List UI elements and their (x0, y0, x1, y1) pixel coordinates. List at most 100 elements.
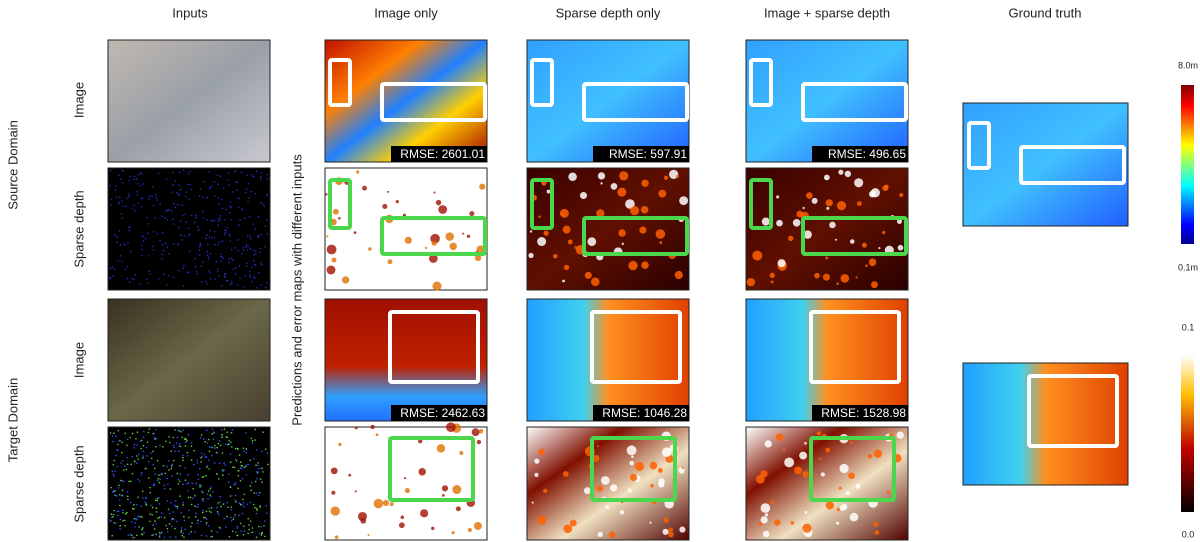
error-blob (442, 485, 448, 491)
depth-point (244, 217, 246, 219)
depth-point (171, 465, 173, 467)
depth-point (243, 506, 245, 508)
depth-point (169, 536, 171, 538)
depth-point (229, 202, 231, 204)
depth-point (179, 465, 181, 467)
depth-point (155, 499, 157, 501)
depth-point (178, 450, 180, 452)
depth-point (132, 433, 134, 435)
error-blob (405, 237, 412, 244)
depth-point (134, 526, 136, 528)
error-blob (442, 494, 445, 497)
depth-point (217, 268, 219, 270)
error-blob (547, 190, 551, 194)
depth-point (234, 467, 236, 469)
depth-point (130, 481, 132, 483)
depth-point (232, 191, 234, 193)
panel (108, 40, 270, 162)
error-blob (609, 531, 616, 538)
depth-point (132, 537, 134, 539)
depth-point (219, 501, 221, 503)
depth-point (207, 493, 209, 495)
error-blob (826, 501, 834, 509)
depth-point (216, 507, 218, 509)
depth-point (126, 206, 128, 208)
depth-point (193, 464, 195, 466)
depth-point (117, 444, 119, 446)
depth-point (183, 235, 185, 237)
figure: Inputs Image only Sparse depth only Imag… (0, 0, 1200, 542)
error-blob (326, 235, 328, 237)
depth-point (156, 507, 158, 509)
depth-point (223, 503, 225, 505)
depth-point (222, 240, 224, 242)
depth-point (195, 215, 197, 217)
error-blob (387, 191, 389, 193)
error-blob (587, 237, 596, 246)
depth-point (109, 268, 111, 270)
depth-point (177, 483, 179, 485)
depth-point (247, 518, 249, 520)
depth-point (236, 526, 238, 528)
error-blob (639, 226, 646, 233)
error-blob (658, 190, 666, 198)
depth-point (197, 504, 199, 506)
depth-point (247, 464, 249, 466)
depth-point (172, 184, 174, 186)
error-blob (469, 211, 474, 216)
depth-point (151, 195, 153, 197)
error-blob (774, 519, 780, 525)
depth-point (118, 230, 120, 232)
depth-point (241, 468, 243, 470)
error-blob (456, 506, 461, 511)
depth-point (168, 460, 170, 462)
depth-point (246, 449, 248, 451)
depth-point (146, 504, 148, 506)
error-blob (825, 448, 830, 453)
depth-point (260, 234, 262, 236)
error-blob (664, 176, 668, 180)
error-blob (678, 467, 684, 473)
depth-point (154, 528, 156, 530)
depth-point (239, 219, 241, 221)
error-blob (420, 509, 428, 517)
depth-point (114, 190, 116, 192)
error-blob (804, 442, 807, 445)
error-blob (803, 207, 805, 209)
depth-point (167, 210, 169, 212)
depth-point (255, 481, 257, 483)
depth-point (110, 277, 112, 279)
depth-point (217, 502, 219, 504)
row-label: Sparse depth (71, 445, 86, 522)
error-blob (641, 206, 648, 213)
depth-point (109, 185, 111, 187)
depth-point (124, 465, 126, 467)
depth-point (141, 249, 143, 251)
depth-point (228, 172, 230, 174)
error-blob (850, 441, 853, 444)
depth-point (203, 217, 205, 219)
depth-point (154, 438, 156, 440)
depth-point (168, 275, 170, 277)
depth-point (111, 535, 113, 537)
depth-point (119, 494, 121, 496)
error-blob (467, 235, 470, 238)
depth-point (257, 465, 259, 467)
depth-point (205, 281, 207, 283)
depth-point (133, 278, 135, 280)
depth-point (118, 440, 120, 442)
error-blob (543, 489, 547, 493)
error-blob (619, 171, 628, 180)
error-blob (854, 178, 863, 187)
depth-point (117, 236, 119, 238)
depth-point (255, 428, 257, 430)
depth-point (201, 535, 203, 537)
depth-point (249, 502, 251, 504)
depth-point (256, 536, 258, 538)
depth-point (201, 281, 203, 283)
depth-point (223, 469, 225, 471)
error-blob (404, 477, 406, 479)
error-blob (871, 281, 878, 288)
depth-point (113, 522, 115, 524)
depth-point (250, 489, 252, 491)
